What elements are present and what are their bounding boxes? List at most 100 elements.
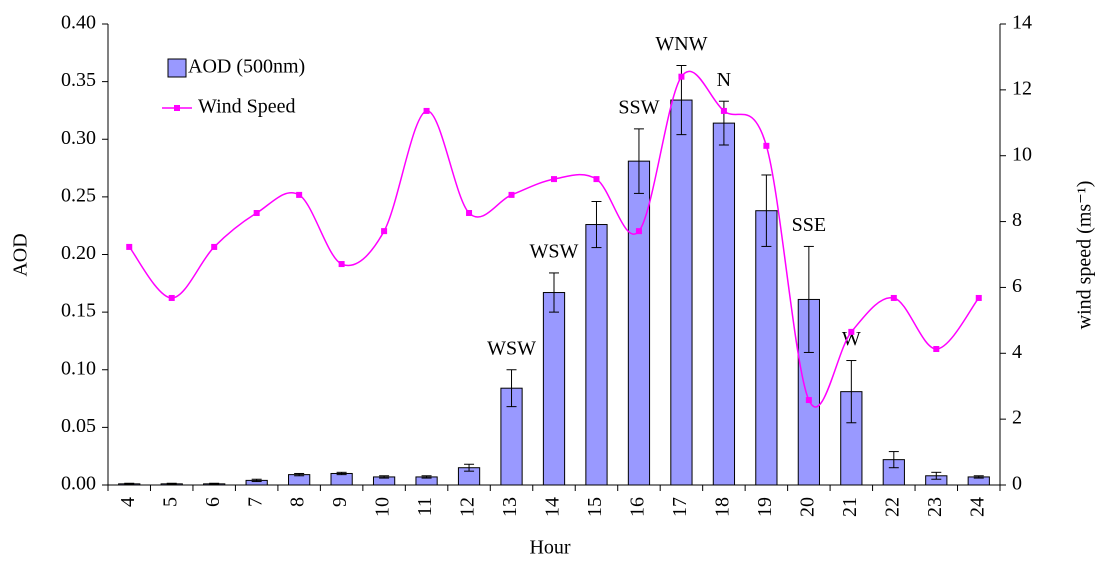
error-bar [803,245,814,353]
bar [755,210,778,486]
x-tick-label: 23 [924,497,946,517]
x-tick-label: 4 [117,497,139,507]
x-axis-label: Hour [529,537,570,559]
legend-swatch [174,105,180,111]
line-marker [805,397,812,404]
y2-tick-label: 10 [1012,143,1032,165]
y2-tick-label: 2 [1012,407,1022,429]
x-tick-label: 16 [627,497,649,517]
y-tick-label: 0.40 [61,12,96,34]
legend-swatch [167,58,187,78]
line-marker [466,210,473,217]
x-tick-label: 12 [457,497,479,517]
annotation: W [842,328,861,350]
x-tick-label: 22 [881,497,903,517]
bar [627,160,651,486]
x-tick-label: 5 [159,497,181,507]
error-bar [251,478,262,483]
line-marker [635,228,642,235]
y-tick-label: 0.25 [61,184,96,206]
bar [585,224,608,486]
line-marker [508,191,515,198]
error-bar [633,128,644,194]
x-tick-label: 24 [966,497,988,517]
error-bar [973,475,984,479]
error-bar [761,174,772,247]
line [128,70,980,408]
x-tick-label: 8 [287,497,309,507]
x-tick-label: 15 [584,497,606,517]
error-bar [421,475,432,479]
y2-tick-label: 4 [1012,341,1022,363]
error-bar [294,472,305,477]
y2-tick-label: 12 [1012,77,1032,99]
x-tick-label: 13 [499,497,521,517]
x-tick-label: 7 [244,497,266,507]
line-marker [848,328,855,335]
x-tick-label: 11 [414,497,436,516]
y-tick-label: 0.35 [61,69,96,91]
annotation: SSE [792,214,826,236]
line-marker [678,73,685,80]
error-bar [888,451,899,469]
y2-axis-label: wind speed (ms⁻¹) [1074,181,1096,330]
y2-tick-label: 14 [1012,12,1032,34]
x-tick-label: 20 [796,497,818,517]
y-tick-label: 0.00 [61,473,96,495]
x-tick-label: 10 [372,497,394,517]
line-marker [381,228,388,235]
bar [330,472,353,486]
annotation: WSW [487,337,536,359]
line-marker [890,294,897,301]
y-tick-label: 0.20 [61,242,96,264]
error-bar [209,482,220,485]
annotation: WNW [655,33,707,55]
line-marker [168,294,175,301]
x-tick-label: 6 [202,497,224,507]
y2-tick-label: 6 [1012,275,1022,297]
bar [542,292,566,486]
line-marker [126,243,133,250]
line-marker [423,107,430,114]
x-tick-label: 18 [711,497,733,517]
x-tick-label: 21 [839,497,861,517]
bar [712,122,736,486]
line-marker [296,191,303,198]
line-marker [933,346,940,353]
line-marker [338,261,345,268]
x-tick-label: 19 [754,497,776,517]
error-bar [591,200,602,249]
line-marker [551,176,557,183]
legend-label: Wind Speed [198,96,296,118]
y-tick-label: 0.30 [61,127,96,149]
error-bar [124,482,135,485]
y-axis-label: AOD [10,233,32,276]
line-marker [763,142,770,149]
error-bar [846,360,857,424]
line-marker [253,210,260,217]
y-tick-label: 0.15 [61,300,96,322]
line-marker [211,243,218,250]
x-tick-label: 17 [669,497,691,517]
error-bar [931,471,942,480]
error-bar [464,463,475,472]
x-tick-label: 9 [329,497,351,507]
error-bar [506,369,517,408]
bar [670,99,693,486]
annotation: N [717,69,731,91]
y-tick-label: 0.10 [61,357,96,379]
y2-tick-label: 0 [1012,473,1022,495]
line-marker [593,176,600,183]
annotation: WSW [530,241,579,263]
error-bar [549,272,559,313]
error-bar [166,482,177,485]
error-bar [336,471,347,476]
x-tick-label: 14 [542,497,564,517]
line-marker [720,107,727,114]
line-marker [975,294,982,301]
y2-tick-label: 8 [1012,209,1022,231]
annotation: SSW [618,96,659,118]
error-bar [379,475,390,479]
legend-label: AOD (500nm) [188,56,305,78]
